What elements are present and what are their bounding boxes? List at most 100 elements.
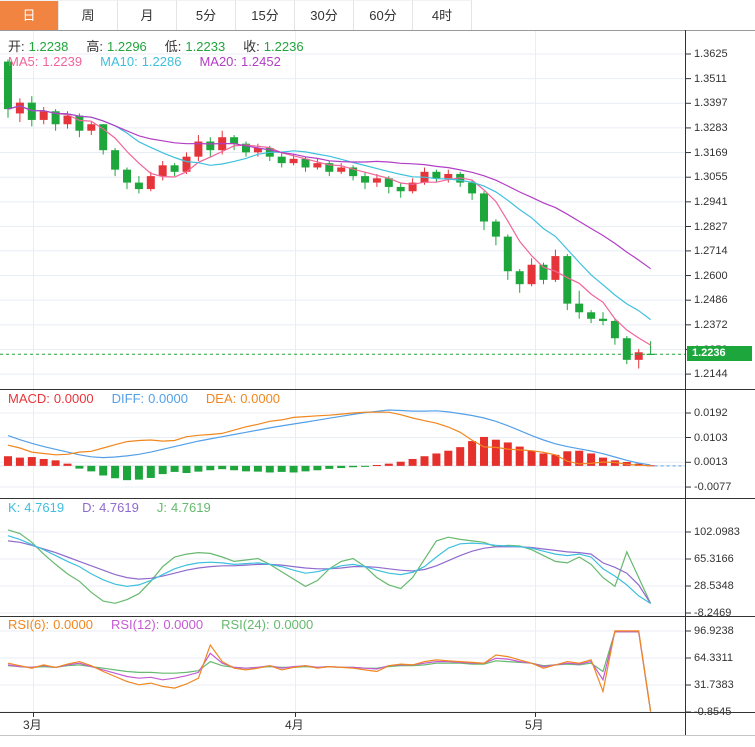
macd-histogram-bar <box>27 457 36 466</box>
timeframe-tab-1[interactable]: 周 <box>59 0 118 30</box>
macd-histogram-bar <box>432 453 441 466</box>
timeframe-tab-7[interactable]: 4时 <box>413 0 472 30</box>
candle-body <box>361 176 369 183</box>
macd-histogram-bar <box>361 465 369 467</box>
open-indicator: 开: 1.2238 <box>8 39 72 54</box>
macd-histogram-bar <box>170 465 179 472</box>
open-value: 1.2238 <box>28 39 69 54</box>
macd-histogram-bar <box>4 456 12 466</box>
ma10-label: MA10: <box>100 54 138 69</box>
timeframe-tab-5[interactable]: 30分 <box>295 0 354 30</box>
rsi6-label: RSI(6): <box>8 617 50 632</box>
candle-body <box>563 256 572 304</box>
candle-body <box>111 150 120 170</box>
timeframe-tab-0[interactable]: 日 <box>0 0 59 30</box>
macd-histogram-bar <box>230 465 239 471</box>
candle-body <box>384 178 393 187</box>
candle-body <box>63 115 72 125</box>
macd-histogram-bar <box>539 453 548 466</box>
macd-histogram-bar <box>146 465 155 478</box>
high-value: 1.2296 <box>107 39 147 54</box>
macd-histogram-bar <box>444 450 453 466</box>
candle-body <box>301 158 310 168</box>
d-line <box>7 540 652 604</box>
macd-histogram-bar <box>301 465 310 472</box>
ma20-label: MA20: <box>199 54 238 69</box>
current-price-badge: 1.2236 <box>687 346 752 361</box>
candle-body <box>134 182 143 190</box>
macd-histogram-bar <box>265 465 274 473</box>
candle-body <box>289 158 298 164</box>
ohlc-header: 开: 1.2238 高: 1.2296 低: 1.2233 收: 1.2236 <box>8 36 322 55</box>
candle-body <box>444 173 453 179</box>
candle-body <box>242 143 250 153</box>
macd-histogram-bar <box>480 436 488 466</box>
j-label: J: <box>156 500 167 515</box>
low-value: 1.2233 <box>185 39 226 54</box>
macd-histogram-bar <box>158 465 167 475</box>
candle-body <box>599 318 607 321</box>
macd-histogram-bar <box>194 465 203 472</box>
kdj-header: K: 4.7619 D: 4.7619 J: 4.7619 <box>8 500 229 515</box>
open-label: 开: <box>8 39 25 54</box>
macd-histogram-bar <box>491 439 500 466</box>
macd-histogram-bar <box>563 451 572 466</box>
close-indicator: 收: 1.2236 <box>243 39 307 54</box>
candle-body <box>503 236 512 272</box>
candle-body <box>325 163 334 172</box>
macd-histogram-bar <box>39 458 48 466</box>
timeframe-tab-6[interactable]: 60分 <box>354 0 413 30</box>
rsi6-line <box>7 630 652 712</box>
k-line <box>7 535 651 605</box>
ma5-indicator: MA5: 1.2239 <box>8 54 86 69</box>
diff-line <box>7 409 651 466</box>
ma10-indicator: MA10: 1.2286 <box>100 54 185 69</box>
macd-histogram-bar <box>206 465 215 471</box>
candle-body <box>253 148 262 153</box>
rsi-header: RSI(6): 0.0000 RSI(12): 0.0000 RSI(24): 0.000… <box>8 617 331 632</box>
diff-label: DIFF: <box>111 391 145 406</box>
macd-histogram-bar <box>372 465 381 467</box>
macd-histogram-bar <box>575 450 584 466</box>
close-value: 1.2236 <box>263 39 304 54</box>
candle-body <box>372 178 381 183</box>
candle-body <box>491 221 500 237</box>
j-line <box>7 529 652 604</box>
candle-body <box>527 264 536 285</box>
macd-histogram-bar <box>527 450 536 466</box>
timeframe-tab-2[interactable]: 月 <box>118 0 177 30</box>
ma20-line <box>7 105 651 270</box>
macd-histogram-bar <box>277 465 286 472</box>
dea-label: DEA: <box>205 391 237 406</box>
ma10-value: 1.2286 <box>141 54 182 69</box>
candle-body <box>51 111 60 125</box>
macd-histogram-bar <box>218 465 227 470</box>
candle-body <box>551 256 560 280</box>
macd-histogram-bar <box>15 457 24 466</box>
timeframe-tab-4[interactable]: 15分 <box>236 0 295 30</box>
rsi6-value: 0.0000 <box>53 617 93 632</box>
low-label: 低: <box>164 39 182 54</box>
timeframe-tab-3[interactable]: 5分 <box>177 0 236 30</box>
j-value: 4.7619 <box>170 500 211 515</box>
candle-body <box>587 312 596 319</box>
j-indicator: J: 4.7619 <box>157 500 215 515</box>
candle-body <box>39 111 48 120</box>
macd-histogram-bar <box>325 465 334 469</box>
d-label: D: <box>82 500 96 515</box>
diff-indicator: DIFF: 0.0000 <box>112 391 192 406</box>
rsi24-indicator: RSI(24): 0.0000 <box>221 617 317 632</box>
candle-body <box>27 102 36 120</box>
candle-body <box>396 186 405 192</box>
close-label: 收: <box>243 39 260 54</box>
ma20-value: 1.2452 <box>241 54 281 69</box>
macd-histogram-bar <box>337 465 346 469</box>
rsi24-value: 0.0000 <box>273 617 314 632</box>
ma5-label: MA5: <box>8 54 39 69</box>
candle-body <box>87 124 96 131</box>
k-label: K: <box>8 500 21 515</box>
macd-histogram-bar <box>551 454 560 466</box>
candle-body <box>4 61 12 110</box>
macd-histogram-bar <box>87 465 96 472</box>
